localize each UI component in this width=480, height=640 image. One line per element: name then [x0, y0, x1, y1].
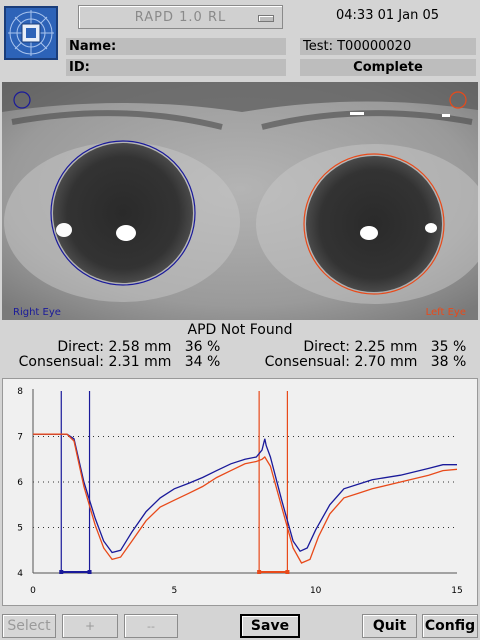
config-button[interactable]: Config	[422, 614, 478, 638]
right-consensual-label: Consensual:	[18, 354, 104, 370]
left-consensual-label: Consensual:	[264, 354, 350, 370]
left-consensual-row: Consensual: 2.70 mm 38 %	[246, 354, 467, 370]
right-eye-marker	[13, 91, 31, 109]
left-direct-value: 2.25 mm	[354, 339, 418, 355]
decrement-button[interactable]: --	[124, 614, 178, 638]
eye-image	[2, 82, 478, 320]
right-pupil-outline	[50, 140, 196, 286]
mode-dropdown[interactable]: RAPD 1.0 RL	[78, 5, 283, 29]
status-field: Complete	[300, 59, 476, 76]
right-eye-label: Right Eye	[13, 307, 61, 318]
left-direct-label: Direct:	[303, 339, 350, 355]
pupil-response-chart: 4 5 6 7 8 0 5 10 15	[2, 378, 478, 606]
target-icon	[6, 8, 56, 58]
left-stimulus-end-marker	[285, 570, 290, 574]
right-stimulus-start-marker	[59, 570, 64, 574]
left-eye-marker	[449, 91, 467, 109]
left-consensual-value: 2.70 mm	[354, 354, 418, 370]
right-direct-label: Direct:	[57, 339, 104, 355]
right-direct-row: Direct: 2.58 mm 36 %	[10, 339, 220, 355]
right-consensual-value: 2.31 mm	[108, 354, 172, 370]
left-consensual-pct: 38 %	[430, 354, 467, 370]
right-direct-pct: 36 %	[184, 339, 221, 355]
left-direct-row: Direct: 2.25 mm 35 %	[246, 339, 466, 355]
increment-button[interactable]: +	[62, 614, 118, 638]
name-field: Name:	[66, 38, 286, 55]
quit-button[interactable]: Quit	[362, 614, 417, 638]
mode-label: RAPD 1.0 RL	[134, 9, 227, 25]
y-tick-label: 7	[17, 433, 23, 443]
y-tick-label: 8	[17, 387, 23, 397]
left-eye-label: Left Eye	[425, 307, 466, 318]
left-direct-pct: 35 %	[430, 339, 467, 355]
app-logo	[4, 6, 58, 60]
series-line-0	[33, 433, 457, 554]
series-line-1	[33, 433, 458, 564]
dropdown-icon	[258, 15, 274, 22]
eye-camera-view: Right Eye Left Eye	[2, 82, 478, 320]
left-pupil-outline	[303, 153, 445, 295]
datetime: 04:33 01 Jan 05	[336, 8, 439, 23]
right-consensual-pct: 34 %	[184, 354, 221, 370]
y-tick-label: 4	[17, 569, 23, 579]
y-tick-label: 6	[17, 478, 23, 488]
right-stimulus-end-marker	[87, 570, 92, 574]
y-tick-label: 5	[17, 524, 23, 534]
left-stimulus-start-marker	[257, 570, 262, 574]
chart-svg: 4 5 6 7 8 0 5 10 15	[17, 387, 462, 596]
right-direct-value: 2.58 mm	[108, 339, 172, 355]
x-tick-label: 10	[310, 586, 322, 596]
x-tick-label: 5	[171, 586, 177, 596]
save-button[interactable]: Save	[240, 614, 300, 638]
id-field: ID:	[66, 59, 286, 76]
x-tick-label: 0	[30, 586, 36, 596]
x-tick-label: 15	[451, 586, 462, 596]
test-id-field: Test: T00000020	[300, 38, 476, 55]
select-button[interactable]: Select	[2, 614, 56, 638]
apd-result-title: APD Not Found	[187, 322, 293, 338]
right-consensual-row: Consensual: 2.31 mm 34 %	[10, 354, 221, 370]
